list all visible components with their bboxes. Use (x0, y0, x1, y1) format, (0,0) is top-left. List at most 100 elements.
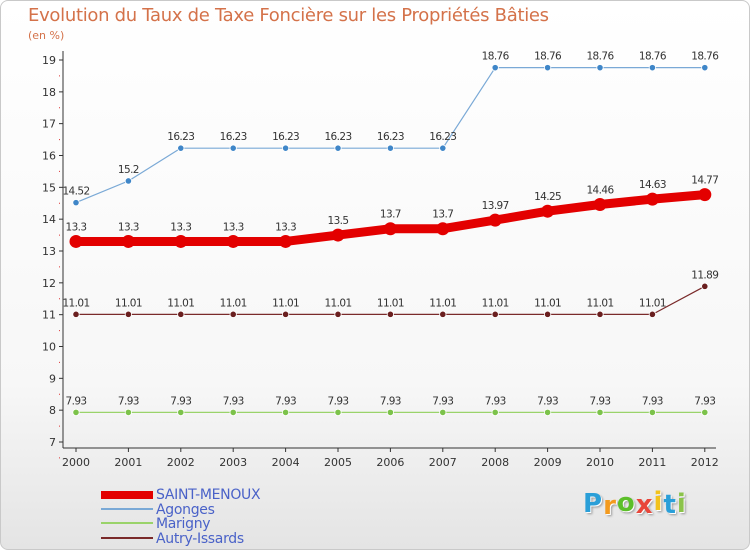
logo-letter: o (616, 488, 636, 518)
data-point (383, 222, 397, 236)
x-tick-label: 2007 (429, 456, 457, 469)
data-point (177, 144, 185, 152)
legend-swatch-marigny (101, 522, 153, 524)
y-tick-label: 11 (42, 309, 56, 322)
data-point (436, 222, 450, 236)
data-label: 7.93 (223, 395, 244, 407)
data-point (596, 64, 604, 72)
data-label: 16.23 (324, 131, 351, 143)
data-point (72, 408, 80, 416)
data-label: 11.01 (167, 297, 194, 309)
data-label: 13.7 (432, 209, 453, 221)
y-tick-label: 12 (42, 277, 56, 290)
data-label: 14.77 (691, 175, 718, 187)
data-label: 7.93 (694, 395, 715, 407)
data-label: 11.01 (324, 297, 351, 309)
y-tick-label: 17 (42, 118, 56, 131)
data-label: 7.93 (328, 395, 349, 407)
legend-label-agonges: Agonges (156, 502, 215, 518)
data-point (488, 213, 502, 227)
data-label: 13.3 (275, 221, 296, 233)
data-point (701, 408, 709, 416)
data-label: 7.93 (66, 395, 87, 407)
y-tick-label: 10 (42, 341, 56, 354)
data-label: 13.3 (118, 221, 139, 233)
data-point (648, 310, 657, 318)
data-label: 11.01 (482, 297, 509, 309)
data-label: 14.25 (534, 191, 561, 203)
data-point (124, 408, 133, 416)
data-label: 14.63 (639, 179, 666, 191)
legend-swatch-agonges (101, 508, 153, 510)
data-point (543, 310, 552, 318)
data-point (334, 408, 342, 416)
x-tick-label: 2008 (481, 456, 509, 469)
data-point (491, 408, 499, 416)
data-point (72, 310, 80, 318)
data-point (439, 408, 447, 416)
data-label: 7.93 (380, 395, 401, 407)
y-tick-label: 8 (49, 404, 56, 417)
data-point (491, 310, 499, 318)
y-tick-label: 16 (42, 150, 56, 163)
data-label: 11.01 (534, 297, 561, 309)
data-label: 18.76 (586, 51, 614, 63)
x-tick-label: 2004 (272, 456, 300, 469)
data-label: 16.23 (377, 131, 404, 143)
data-label: 16.23 (272, 131, 299, 143)
data-label: 18.76 (534, 51, 562, 63)
legend-label-marigny: Marigny (156, 516, 211, 532)
data-label: 16.23 (220, 131, 247, 143)
data-point (331, 228, 345, 242)
data-point (648, 64, 657, 72)
data-point (174, 234, 188, 248)
data-label: 13.7 (380, 209, 401, 221)
data-point (543, 64, 552, 72)
data-point (177, 310, 185, 318)
data-point (72, 199, 80, 207)
data-point (386, 408, 394, 416)
data-point (334, 144, 342, 152)
logo-letter: P (583, 489, 604, 519)
x-tick-label: 2000 (62, 456, 90, 469)
data-label: 14.52 (62, 186, 89, 198)
data-point (177, 408, 185, 416)
data-point (648, 408, 657, 416)
data-point (229, 408, 237, 416)
y-tick-label: 13 (42, 245, 56, 258)
data-point (701, 282, 709, 290)
data-label: 18.76 (691, 51, 719, 63)
y-tick-label: 18 (42, 86, 56, 99)
logo-letter: i (653, 487, 664, 517)
data-point (281, 408, 290, 416)
data-label: 7.93 (275, 395, 296, 407)
data-label: 18.76 (639, 51, 667, 63)
x-tick-label: 2005 (324, 456, 352, 469)
data-point (229, 310, 237, 318)
data-point (596, 408, 604, 416)
data-label: 13.3 (66, 221, 87, 233)
y-tick-label: 14 (42, 213, 56, 226)
y-tick-label: 9 (49, 372, 56, 385)
y-tick-label: 15 (42, 181, 56, 194)
data-label: 15.2 (118, 164, 139, 176)
data-point (386, 310, 394, 318)
chart-title: Evolution du Taux de Taxe Foncière sur l… (28, 5, 549, 26)
data-point (226, 234, 240, 248)
logo-letter: r (603, 491, 617, 521)
x-tick-label: 2003 (219, 456, 247, 469)
x-tick-label: 2001 (114, 456, 142, 469)
data-label: 7.93 (642, 395, 663, 407)
data-point (645, 192, 659, 206)
logo-letter: t (663, 490, 677, 520)
data-label: 13.5 (328, 215, 349, 227)
data-label: 18.76 (482, 51, 510, 63)
data-label: 11.01 (115, 297, 142, 309)
proxiti-logo: Proxiti (583, 487, 687, 529)
data-point (386, 144, 394, 152)
data-point (596, 310, 604, 318)
y-tick-label: 19 (42, 54, 56, 67)
data-point (439, 310, 447, 318)
data-point (491, 64, 499, 72)
